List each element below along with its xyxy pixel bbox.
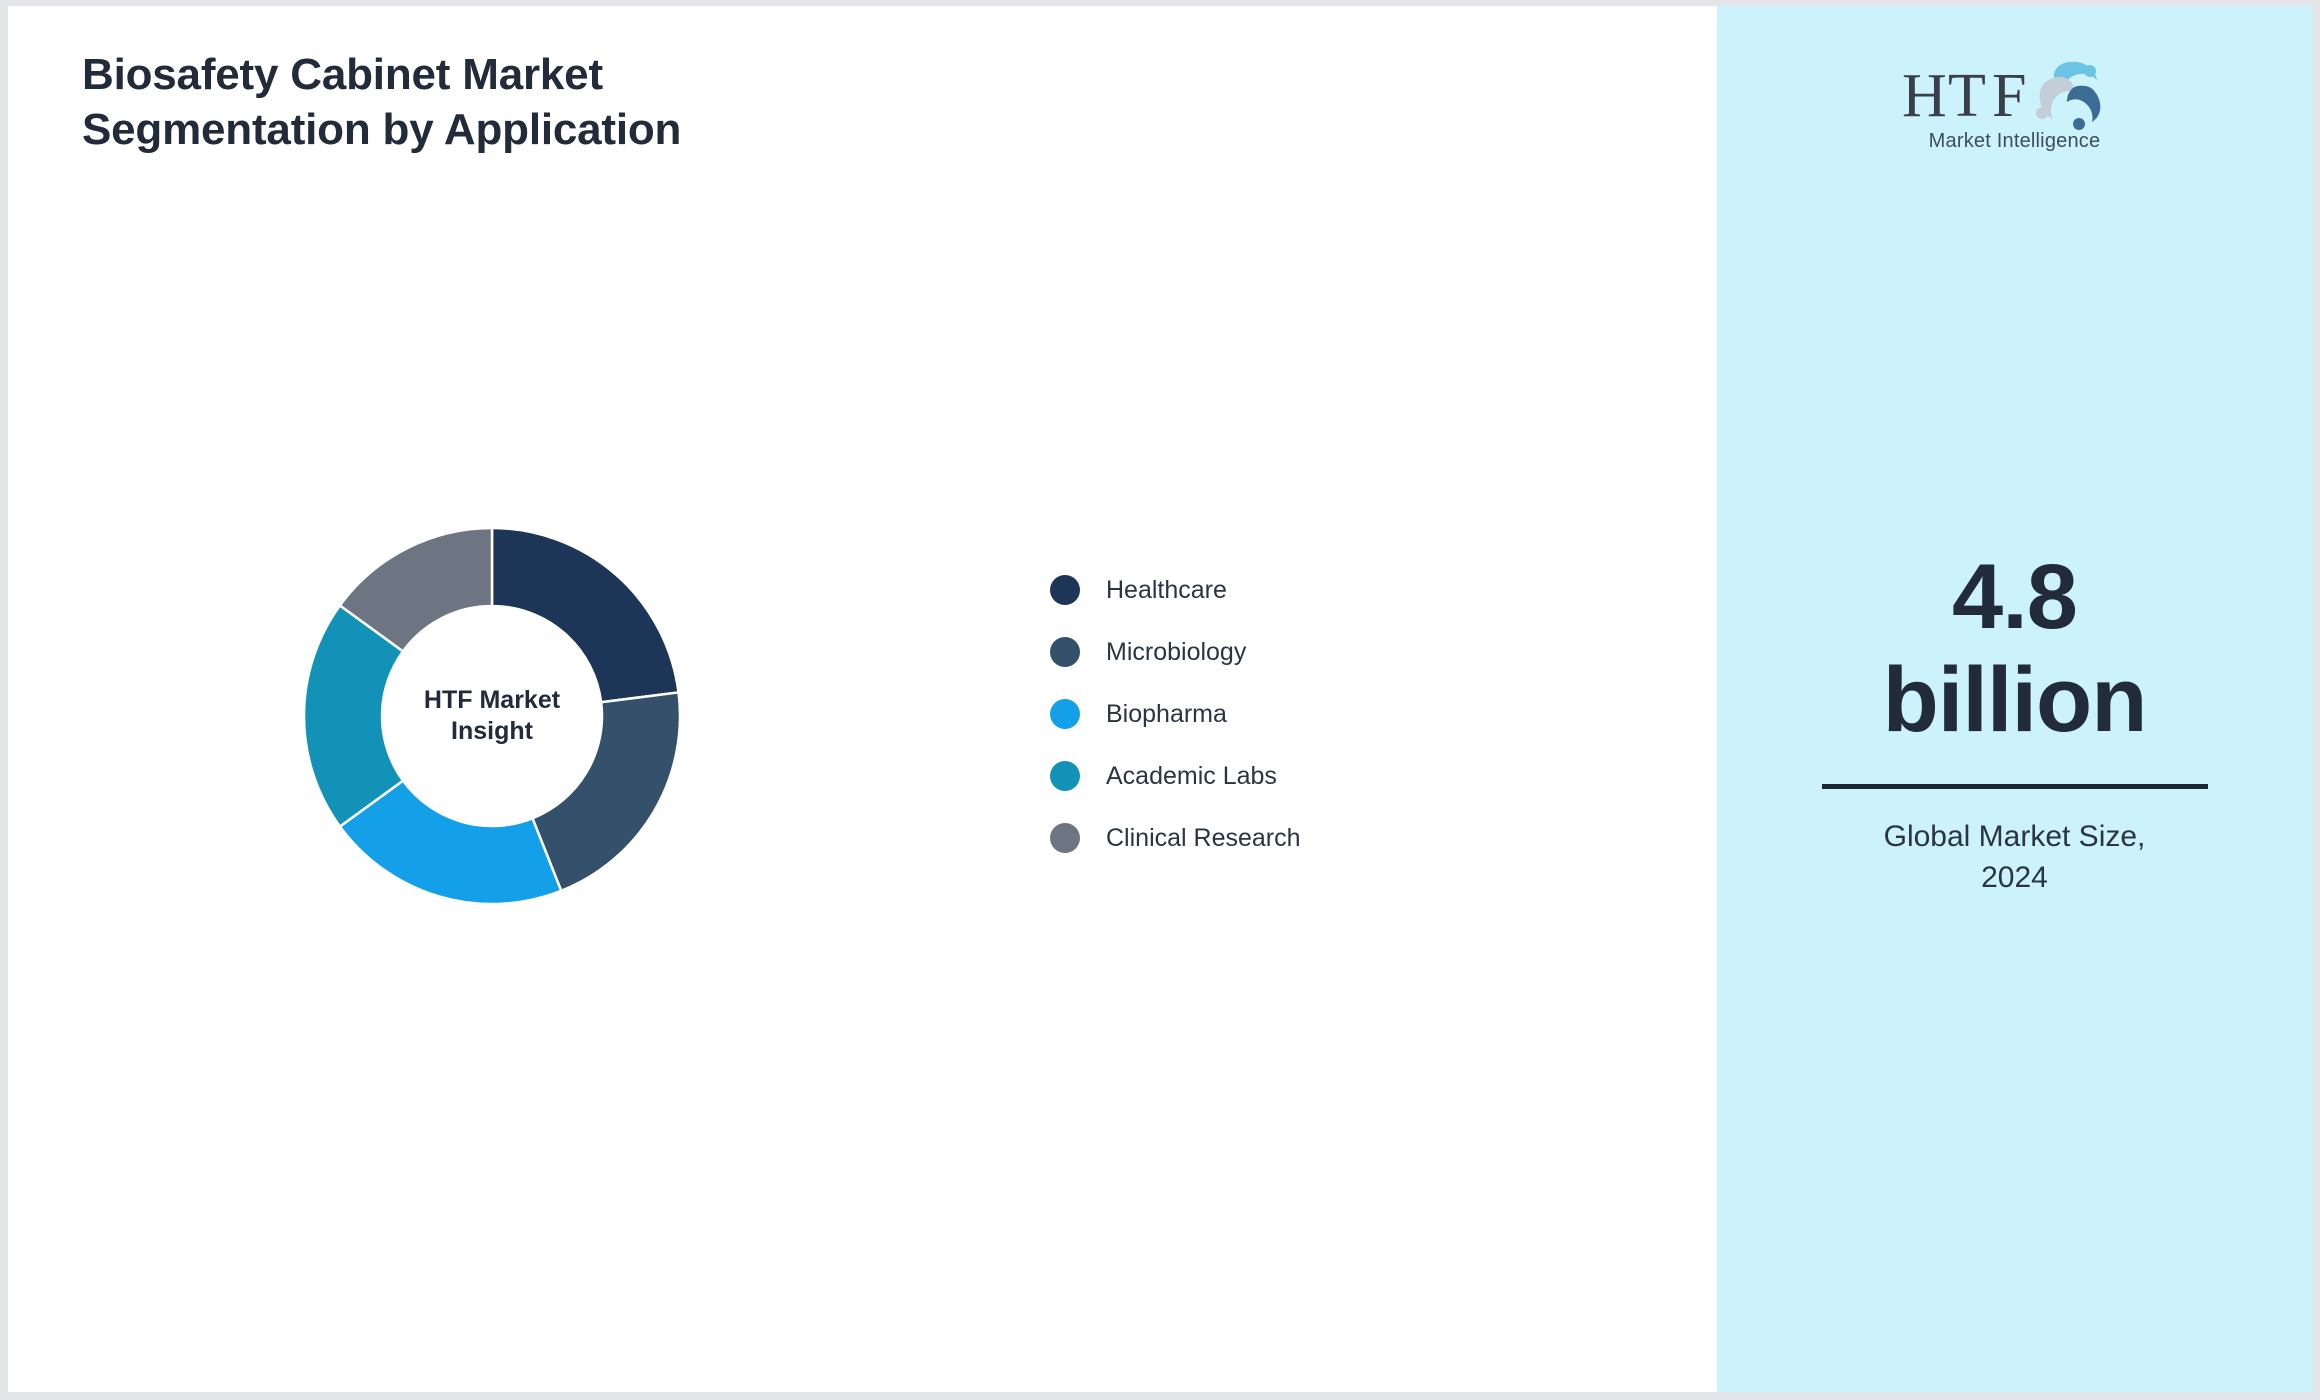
market-size-stat: 4.8 billion Global Market Size, 2024: [1775, 546, 2255, 898]
chart-title-line-1: Biosafety Cabinet Market: [82, 50, 603, 99]
legend-item-label: Microbiology: [1106, 637, 1247, 666]
donut-chart: HTF Market Insight: [296, 520, 688, 912]
legend-swatch-icon: [1050, 761, 1080, 791]
htf-wordmark-text: T: [1948, 62, 1986, 130]
legend-item-academic-labs[interactable]: Academic Labs: [1050, 745, 1301, 807]
stat-divider: [1821, 784, 2208, 790]
legend-item-clinical-research[interactable]: Clinical Research: [1050, 807, 1301, 869]
donut-slice-clinical-research[interactable]: [338, 526, 494, 654]
legend-swatch-icon: [1050, 575, 1080, 605]
htf-wordmark-text: H: [1902, 62, 1947, 130]
legend-item-label: Clinical Research: [1106, 823, 1301, 852]
htf-wordmark-text: F: [1992, 62, 2026, 130]
chart-legend: Healthcare Microbiology Biopharma Academic …: [1050, 559, 1301, 869]
donut-slice-academic-labs[interactable]: [302, 603, 405, 829]
htf-logo-tagline: Market Intelligence: [1928, 130, 2101, 152]
htf-logo-icon: H T F: [1902, 61, 2100, 130]
htf-logo: H T F Market Intelligence: [1900, 54, 2130, 153]
legend-item-label: Healthcare: [1106, 575, 1227, 604]
chart-title-line-2: Segmentation by Application: [82, 104, 682, 154]
stat-caption-line-1: Global Market Size,: [1883, 820, 2146, 854]
legend-item-label: Academic Labs: [1106, 761, 1277, 790]
donut-slice-microbiology[interactable]: [530, 691, 682, 893]
page-title: Biosafety Cabinet Market Segmentation by…: [82, 48, 982, 157]
legend-item-biopharma[interactable]: Biopharma: [1050, 683, 1301, 745]
donut-slice-biopharma[interactable]: [338, 778, 563, 906]
stat-value-unit: billion: [1882, 649, 2148, 752]
stat-panel: H T F Market Intelligence: [1717, 6, 2312, 1392]
stat-value-number: 4.8: [1952, 546, 2078, 648]
infographic-card: Biosafety Cabinet Market Segmentation by…: [8, 6, 2312, 1392]
chart-panel: Biosafety Cabinet Market Segmentation by…: [8, 6, 1717, 1392]
htf-swirl-emblem: [2035, 61, 2100, 130]
legend-item-healthcare[interactable]: Healthcare: [1050, 559, 1301, 621]
stat-value: 4.8 billion: [1775, 546, 2255, 752]
legend-item-microbiology[interactable]: Microbiology: [1050, 621, 1301, 683]
stat-caption: Global Market Size, 2024: [1775, 817, 2255, 898]
donut-slice-healthcare[interactable]: [490, 526, 680, 704]
legend-item-label: Biopharma: [1106, 699, 1227, 728]
donut-chart-svg: [302, 526, 682, 906]
donut-slice-group: [302, 526, 682, 906]
legend-swatch-icon: [1050, 637, 1080, 667]
legend-swatch-icon: [1050, 699, 1080, 729]
legend-swatch-icon: [1050, 823, 1080, 853]
stat-caption-line-2: 2024: [1981, 860, 2048, 894]
